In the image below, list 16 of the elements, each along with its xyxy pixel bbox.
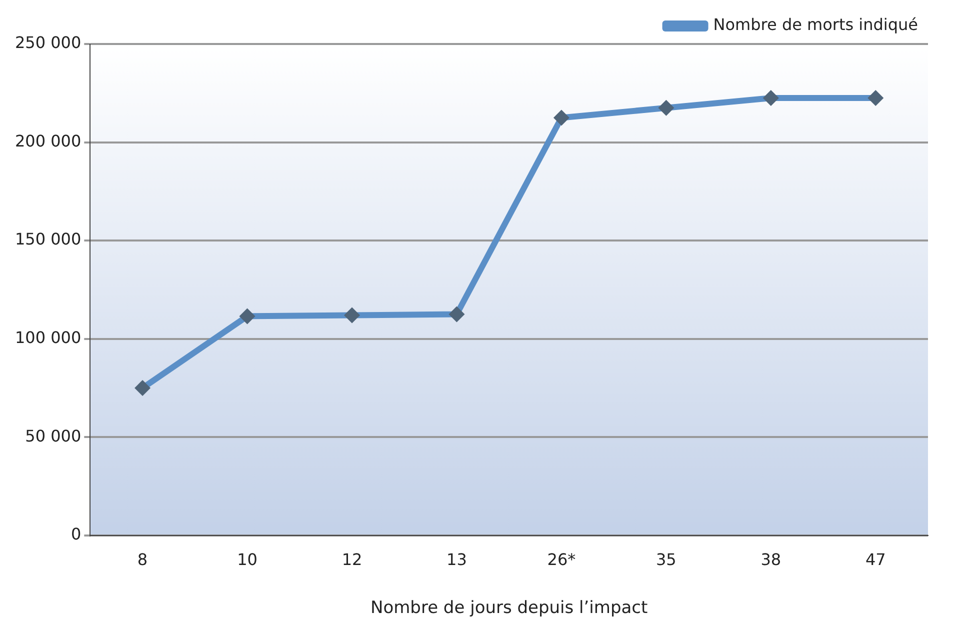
y-tick-label: 0 [70, 524, 82, 544]
x-tick-label: 12 [342, 550, 362, 570]
x-axis-title: Nombre de jours depuis l’impact [370, 598, 648, 618]
y-tick-label: 50 000 [25, 426, 82, 446]
y-tick-label: 200 000 [14, 131, 82, 150]
x-tick-label: 35 [656, 550, 676, 570]
x-tick-label: 38 [760, 550, 782, 570]
legend-label: Nombre de morts indiqué [713, 15, 918, 34]
x-tick-label: 47 [865, 550, 886, 570]
x-tick-label: 13 [446, 550, 467, 570]
x-tick-label: 8 [137, 550, 148, 570]
y-tick-label: 100 000 [14, 328, 82, 347]
x-tick-label: 26* [547, 550, 576, 570]
y-tick-label: 150 000 [14, 230, 82, 249]
x-tick-label: 10 [237, 550, 258, 570]
y-tick-label: 250 000 [14, 33, 82, 52]
